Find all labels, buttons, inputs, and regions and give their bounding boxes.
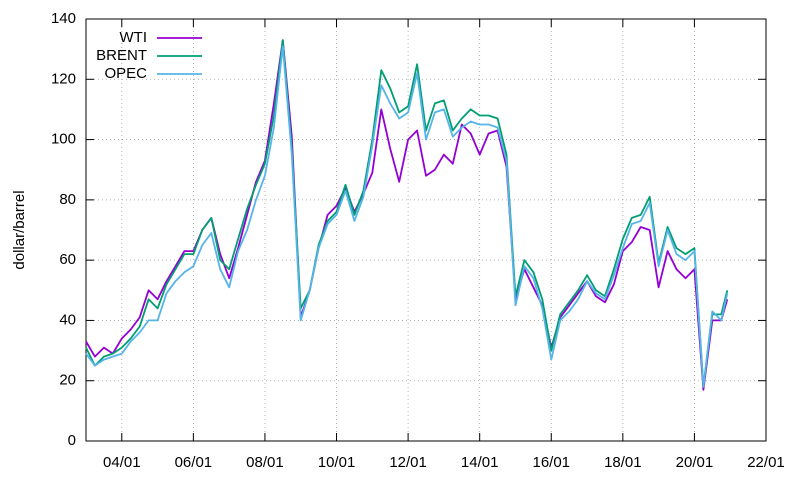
y-axis-label: dollar/barrel <box>11 190 28 269</box>
series-line <box>85 45 729 388</box>
x-tick-label: 12/01 <box>389 454 427 471</box>
x-tick-label: 18/01 <box>604 454 642 471</box>
x-tick-label: 16/01 <box>532 454 570 471</box>
y-tick-label: 0 <box>68 432 76 449</box>
x-tick-label: 20/01 <box>676 454 714 471</box>
legend-label: BRENT <box>96 47 147 64</box>
x-tick-label: 04/01 <box>103 454 141 471</box>
plot-frame <box>85 18 767 442</box>
x-tick-label: 08/01 <box>246 454 284 471</box>
y-tick-label: 80 <box>59 191 76 208</box>
legend-label: OPEC <box>104 65 147 82</box>
x-tick-label: 14/01 <box>461 454 499 471</box>
legend-label: WTI <box>120 29 148 46</box>
y-tick-label: 60 <box>59 251 76 268</box>
y-tick-label: 100 <box>51 131 76 148</box>
y-tick-label: 20 <box>59 372 76 389</box>
y-tick-label: 120 <box>51 70 76 87</box>
x-tick-label: 22/01 <box>747 454 785 471</box>
x-tick-label: 10/01 <box>318 454 356 471</box>
series-line <box>85 39 729 388</box>
x-tick-label: 06/01 <box>175 454 213 471</box>
y-tick-label: 140 <box>51 10 76 27</box>
series-line <box>85 39 729 391</box>
y-tick-label: 40 <box>59 311 76 328</box>
